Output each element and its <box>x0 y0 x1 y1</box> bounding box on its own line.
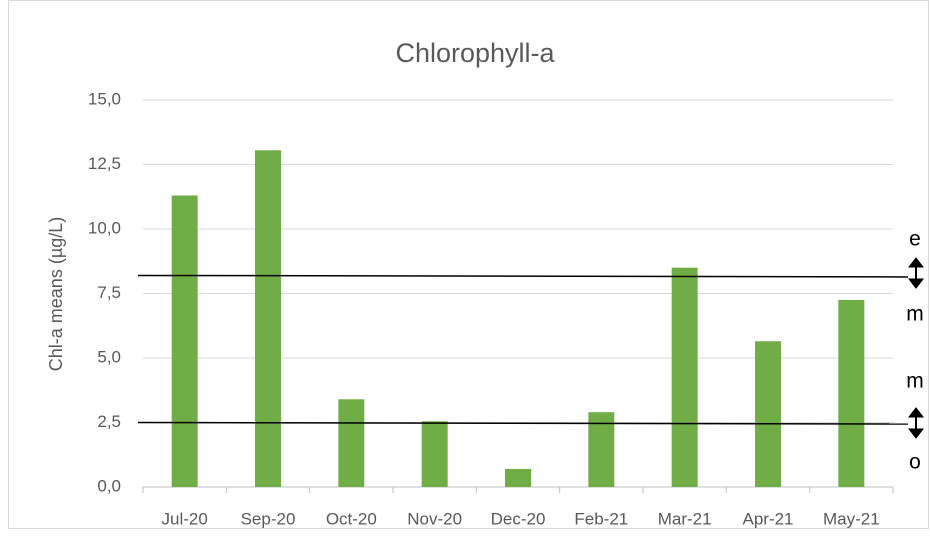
bar <box>588 412 615 487</box>
x-tick-label: Apr-21 <box>742 509 793 528</box>
bar <box>838 299 865 487</box>
annotation: o <box>909 451 921 474</box>
bar <box>171 195 198 487</box>
annotation: m <box>906 303 924 326</box>
y-axis-label: Chl-a means (µg/L) <box>46 217 66 371</box>
bar <box>421 421 448 487</box>
reference-line <box>137 274 909 278</box>
x-tick-label: Dec-20 <box>491 509 546 528</box>
x-tick-label: May-21 <box>823 509 880 528</box>
y-tick-label: 15,0 <box>88 89 121 108</box>
reference-line <box>137 421 909 425</box>
bar <box>338 399 365 487</box>
x-tick-label: Nov-20 <box>407 509 462 528</box>
x-tick-label: Mar-21 <box>658 509 712 528</box>
y-tick-label: 7,5 <box>97 283 121 302</box>
y-tick-label: 5,0 <box>97 347 121 366</box>
annotation: m <box>906 370 924 393</box>
chart-border <box>8 0 929 529</box>
y-tick-label: 0,0 <box>97 476 121 495</box>
x-tick-label: Sep-20 <box>241 509 296 528</box>
bar <box>255 150 281 487</box>
x-tick-label: Oct-20 <box>326 509 377 528</box>
bar <box>671 267 698 487</box>
x-tick-label: Feb-21 <box>574 509 628 528</box>
y-tick-label: 10,0 <box>88 218 121 237</box>
chart-title: Chlorophyll-a <box>395 38 555 68</box>
arrow <box>907 257 925 439</box>
bar <box>505 468 531 487</box>
bar <box>755 341 781 487</box>
y-tick-label: 2,5 <box>97 412 121 431</box>
x-tick-label: Jul-20 <box>162 509 208 528</box>
annotation: e <box>909 228 921 251</box>
y-tick-label: 12,5 <box>88 154 121 173</box>
